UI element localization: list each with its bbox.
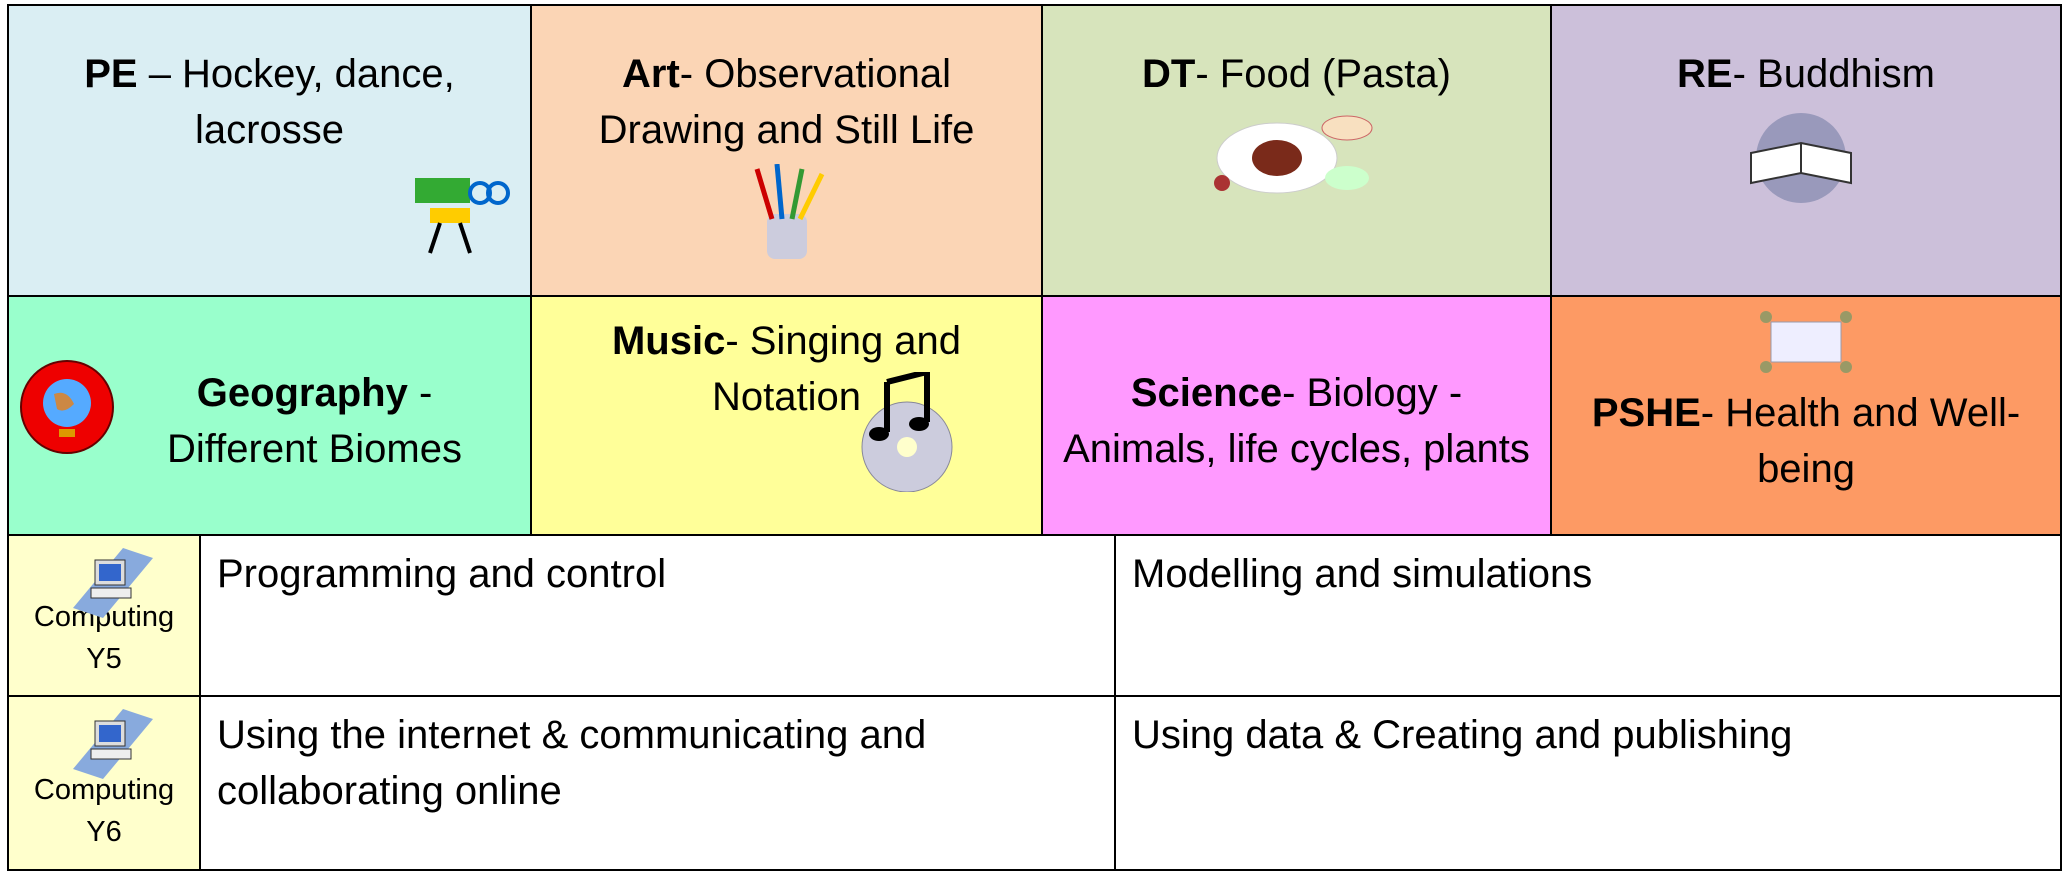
computer-icon bbox=[73, 709, 153, 779]
subject-text: Art- Observational Drawing and Still Lif… bbox=[552, 46, 1021, 158]
re-icon bbox=[1750, 113, 1852, 203]
subject-topic: – Hockey, dance, lacrosse bbox=[148, 52, 455, 152]
subject-name: PSHE bbox=[1591, 391, 1701, 435]
art-icon bbox=[754, 164, 824, 259]
cell-text: Using data & Creating and publishing bbox=[1132, 713, 1793, 757]
subject-topic: - Different Biomes bbox=[167, 371, 462, 471]
subject-text: Science- Biology - Animals, life cycles,… bbox=[1063, 365, 1530, 477]
subject-topic: - Observational Drawing and Still Life bbox=[598, 52, 975, 152]
geography-icon bbox=[20, 360, 114, 454]
computer-icon bbox=[73, 548, 153, 618]
subject-cell: DT- Food (Pasta) bbox=[1041, 4, 1552, 297]
subject-topic: - Buddhism bbox=[1732, 52, 1935, 96]
subject-name: Science bbox=[1130, 371, 1283, 415]
subject-text: DT- Food (Pasta) bbox=[1142, 46, 1451, 102]
subject-name: Geography bbox=[196, 371, 408, 415]
subject-name: Music bbox=[611, 319, 726, 363]
cell-text: Programming and control bbox=[217, 552, 667, 596]
subject-text: PSHE- Health and Well-being bbox=[1572, 385, 2040, 497]
subject-text: PE – Hockey, dance, lacrosse bbox=[29, 46, 510, 158]
table-cell: Programming and control bbox=[199, 534, 1116, 697]
pe-icon bbox=[415, 178, 510, 254]
pshe-icon bbox=[1760, 311, 1852, 373]
subject-topic: - Food (Pasta) bbox=[1195, 52, 1451, 96]
subject-name: PE bbox=[84, 52, 138, 96]
music-icon bbox=[861, 372, 953, 492]
subject-cell: Music- Singing and Notation bbox=[530, 295, 1043, 536]
cell-text: Modelling and simulations bbox=[1132, 552, 1593, 596]
dt-icon bbox=[1213, 115, 1372, 194]
table-cell: Using the internet & communicating and c… bbox=[199, 695, 1116, 871]
subject-cell: Art- Observational Drawing and Still Lif… bbox=[530, 4, 1043, 297]
subject-topic: - Singing and Notation bbox=[712, 319, 962, 419]
subject-cell: Geography - Different Biomes bbox=[7, 295, 532, 536]
label-year: Y6 bbox=[86, 816, 122, 848]
subject-name: DT bbox=[1142, 52, 1196, 96]
subject-text: Geography - Different Biomes bbox=[119, 365, 510, 477]
label-subject: Computing bbox=[33, 774, 175, 806]
computing-label: Computing Y5 bbox=[7, 534, 201, 697]
subject-name: Art bbox=[621, 52, 680, 96]
label-year: Y5 bbox=[86, 643, 122, 675]
subject-name: RE bbox=[1677, 52, 1733, 96]
subject-cell: PSHE- Health and Well-being bbox=[1550, 295, 2062, 536]
subject-cell: RE- Buddhism bbox=[1550, 4, 2062, 297]
table-cell: Using data & Creating and publishing bbox=[1114, 695, 2062, 871]
subject-cell: Science- Biology - Animals, life cycles,… bbox=[1041, 295, 1552, 536]
subject-text: RE- Buddhism bbox=[1677, 46, 1935, 102]
table-cell: Modelling and simulations bbox=[1114, 534, 2062, 697]
subject-topic: - Biology - Animals, life cycles, plants bbox=[1063, 371, 1530, 471]
cell-text: Using the internet & communicating and c… bbox=[217, 713, 927, 813]
label-text: Computing Y6 bbox=[9, 769, 199, 853]
computing-label: Computing Y6 bbox=[7, 695, 201, 871]
subject-text: Music- Singing and Notation bbox=[552, 313, 1021, 425]
subject-topic: - Health and Well-being bbox=[1700, 391, 2021, 491]
subject-cell: PE – Hockey, dance, lacrosse bbox=[7, 4, 532, 297]
